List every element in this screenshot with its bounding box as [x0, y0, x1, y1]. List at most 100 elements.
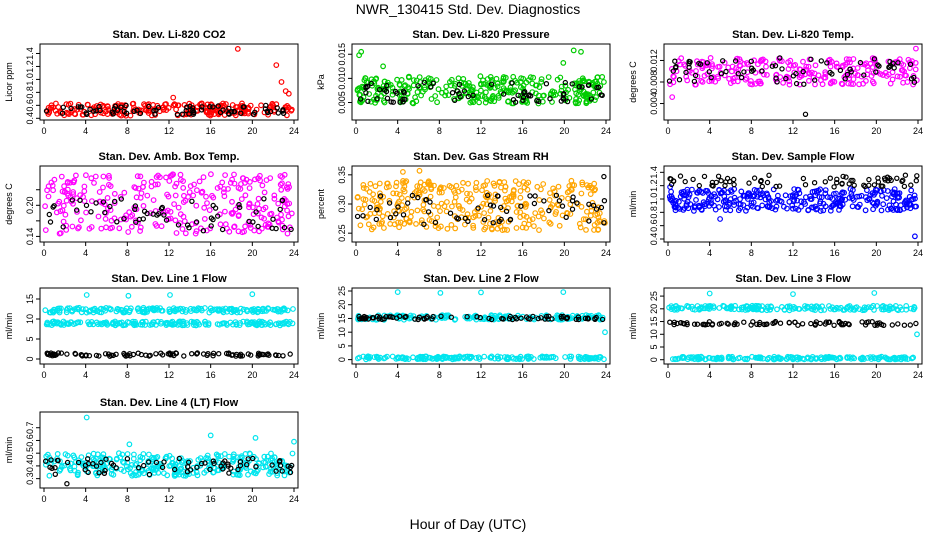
data-point — [136, 470, 143, 476]
data-point — [576, 355, 582, 362]
y-tick-label: 0.4 — [25, 112, 35, 125]
data-point — [513, 316, 520, 322]
data-point — [56, 198, 63, 205]
y-tick-label: 0.004 — [649, 92, 659, 115]
data-point — [773, 197, 780, 204]
data-point — [523, 224, 530, 231]
data-point — [255, 308, 262, 315]
data-point — [64, 459, 71, 466]
data-point — [464, 190, 470, 197]
data-point — [275, 110, 281, 116]
data-point — [449, 89, 456, 96]
data-point — [750, 193, 757, 200]
data-point — [567, 211, 574, 217]
data-point — [889, 69, 896, 76]
data-point — [390, 190, 397, 197]
data-point — [55, 104, 62, 110]
data-point — [171, 201, 178, 208]
data-point — [229, 176, 236, 183]
data-point — [274, 105, 280, 111]
data-point — [465, 93, 471, 100]
data-point — [102, 215, 109, 222]
data-point — [107, 203, 113, 210]
data-point — [118, 319, 125, 326]
data-point — [405, 200, 411, 206]
data-point — [69, 197, 76, 203]
data-point — [79, 104, 85, 110]
data-point — [677, 173, 684, 179]
data-point — [269, 100, 276, 107]
data-point — [438, 313, 444, 319]
data-point — [734, 78, 741, 85]
data-point — [447, 210, 454, 216]
data-point — [194, 464, 200, 471]
data-point — [448, 76, 455, 83]
data-point — [93, 463, 100, 469]
data-point — [559, 203, 566, 209]
data-point — [781, 203, 787, 210]
data-point — [861, 182, 867, 188]
data-point — [583, 226, 589, 233]
data-point — [599, 316, 606, 323]
data-point — [514, 202, 521, 209]
data-point — [279, 458, 285, 464]
data-point — [464, 314, 470, 320]
data-point — [555, 183, 562, 190]
data-point — [204, 452, 211, 459]
data-point — [812, 322, 819, 328]
data-point — [678, 55, 685, 62]
data-point — [432, 93, 439, 99]
data-point — [671, 73, 677, 80]
data-point — [187, 183, 194, 190]
data-point — [45, 193, 52, 200]
data-point — [773, 72, 779, 79]
data-point — [182, 307, 189, 313]
data-point — [378, 220, 385, 227]
data-point — [54, 451, 61, 457]
data-point — [83, 414, 90, 421]
data-point — [424, 314, 430, 320]
data-point — [114, 219, 120, 225]
data-point — [130, 451, 137, 458]
data-point — [900, 205, 907, 212]
y-tick-label: 0.4 — [25, 460, 35, 473]
data-point — [376, 220, 383, 227]
data-point — [846, 321, 852, 328]
data-point — [154, 181, 161, 188]
data-point — [126, 319, 133, 326]
data-point — [907, 61, 914, 68]
data-point — [871, 290, 878, 296]
x-tick-label: 24 — [601, 370, 611, 380]
data-point — [517, 194, 524, 201]
data-point — [792, 205, 799, 212]
data-point — [145, 459, 152, 465]
data-point — [879, 192, 885, 199]
data-point — [772, 206, 779, 213]
data-point — [262, 321, 269, 328]
data-point — [738, 74, 745, 81]
data-point — [205, 455, 211, 462]
data-point — [86, 308, 92, 315]
data-point — [802, 201, 808, 207]
data-point — [125, 292, 132, 299]
data-point — [684, 303, 690, 309]
data-point — [895, 60, 901, 66]
data-point — [686, 354, 692, 361]
data-point — [260, 305, 266, 312]
x-tick-label: 20 — [559, 126, 569, 136]
data-point — [552, 91, 559, 98]
data-point — [516, 355, 522, 362]
data-point — [854, 65, 861, 71]
data-point — [913, 320, 919, 327]
data-point — [206, 309, 213, 316]
data-point — [883, 195, 890, 202]
y-tick-label: 10 — [649, 329, 659, 339]
data-point — [255, 175, 262, 182]
data-point — [121, 350, 127, 357]
data-point — [900, 177, 906, 183]
data-point — [90, 450, 97, 457]
data-point — [102, 209, 108, 216]
data-point — [64, 452, 71, 459]
data-point — [437, 290, 444, 296]
data-point — [451, 82, 458, 89]
